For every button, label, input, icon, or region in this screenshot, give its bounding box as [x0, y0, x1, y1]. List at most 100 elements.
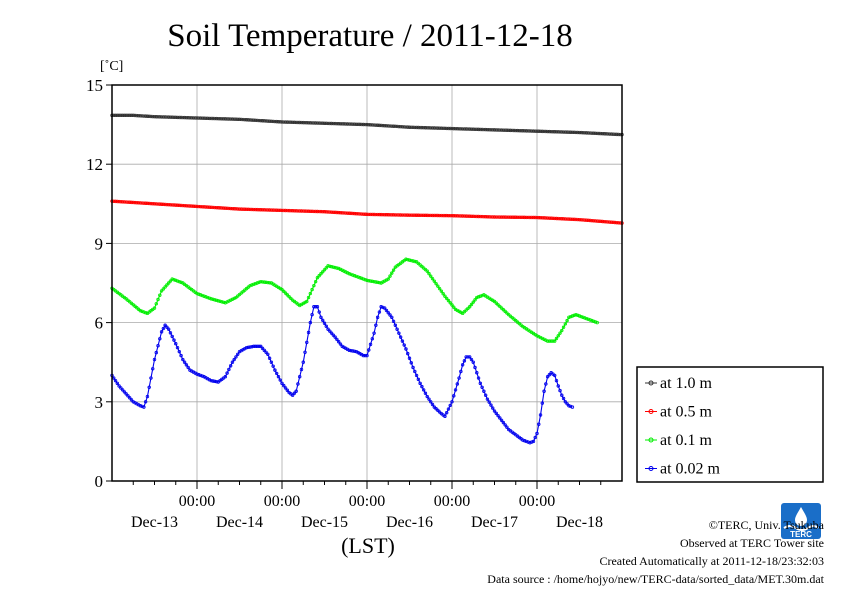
data-point — [158, 202, 162, 206]
data-point — [329, 331, 334, 335]
data-point — [220, 117, 224, 121]
data-point — [560, 130, 564, 134]
data-point — [390, 315, 394, 320]
data-point — [453, 388, 458, 392]
data-point — [214, 116, 219, 121]
data-point — [331, 333, 336, 337]
data-point — [298, 375, 302, 379]
y-tick-label: 9 — [95, 234, 104, 253]
data-point — [468, 127, 472, 131]
data-point — [547, 216, 552, 220]
data-point — [606, 132, 610, 136]
data-point — [177, 279, 181, 284]
data-point — [319, 272, 323, 276]
logo-wave-icon — [783, 525, 819, 531]
data-point — [540, 129, 545, 134]
data-point — [576, 313, 580, 318]
data-point — [533, 129, 537, 133]
data-point — [584, 316, 589, 321]
data-point — [372, 279, 376, 284]
data-point — [444, 410, 449, 415]
data-point — [166, 327, 171, 331]
data-point — [381, 212, 385, 217]
logo-text: TERC — [790, 530, 812, 539]
data-point — [354, 211, 359, 216]
data-point — [170, 277, 174, 281]
data-point — [227, 367, 231, 372]
data-point — [276, 375, 281, 379]
data-point — [537, 129, 541, 133]
data-point — [228, 364, 233, 368]
data-point — [542, 389, 546, 393]
data-point — [168, 331, 173, 335]
data-point — [383, 123, 387, 128]
data-point — [315, 276, 320, 280]
x-tick-date-label: Dec-16 — [386, 514, 433, 531]
data-point — [223, 375, 228, 379]
data-point — [393, 323, 398, 327]
data-point — [152, 114, 157, 119]
data-point — [159, 289, 164, 293]
data-point — [140, 309, 144, 314]
data-point — [397, 213, 401, 217]
data-point — [560, 217, 564, 221]
data-point — [418, 125, 422, 130]
data-point — [143, 114, 148, 118]
data-point — [544, 129, 548, 134]
data-point — [122, 200, 127, 204]
data-point — [570, 130, 575, 134]
data-point — [508, 128, 513, 133]
data-point — [202, 294, 206, 298]
data-point — [186, 365, 190, 370]
data-point — [384, 308, 389, 313]
data-point — [581, 130, 585, 135]
data-point — [475, 214, 479, 219]
data-point — [239, 117, 243, 122]
data-point — [553, 373, 557, 378]
data-point — [230, 206, 235, 211]
data-point — [540, 401, 545, 405]
footer-created: Created Automatically at 2011-12-18/23:3… — [599, 554, 824, 568]
data-point — [283, 291, 288, 295]
data-point — [529, 129, 534, 133]
data-point — [246, 207, 251, 212]
data-point — [303, 120, 307, 125]
data-point — [402, 343, 406, 347]
data-point — [287, 120, 291, 124]
data-point — [228, 206, 233, 211]
data-point — [315, 305, 320, 309]
data-point — [547, 373, 552, 377]
data-point — [230, 360, 235, 364]
data-point — [138, 309, 143, 313]
data-point — [506, 215, 511, 219]
data-point — [191, 204, 196, 208]
data-point — [365, 353, 369, 358]
data-point — [315, 209, 320, 214]
data-point — [184, 115, 189, 120]
data-point — [568, 314, 573, 319]
data-point — [480, 127, 484, 132]
data-point — [161, 326, 166, 331]
data-point — [200, 205, 205, 209]
data-point — [368, 212, 373, 217]
data-point — [232, 207, 236, 211]
data-point — [368, 123, 373, 127]
data-point — [340, 122, 344, 126]
data-point — [590, 131, 594, 135]
data-point — [494, 411, 498, 416]
data-point — [292, 120, 297, 125]
data-point — [290, 209, 295, 213]
data-point — [301, 120, 305, 125]
data-point — [370, 279, 375, 284]
data-point — [133, 113, 137, 118]
data-point — [179, 280, 183, 285]
data-point — [278, 208, 282, 213]
data-point — [430, 126, 435, 130]
data-point — [503, 309, 507, 314]
data-point — [168, 279, 173, 283]
data-point — [430, 276, 435, 281]
data-point — [414, 373, 419, 378]
data-point — [163, 202, 167, 207]
data-point — [335, 266, 339, 270]
data-point — [391, 319, 396, 323]
